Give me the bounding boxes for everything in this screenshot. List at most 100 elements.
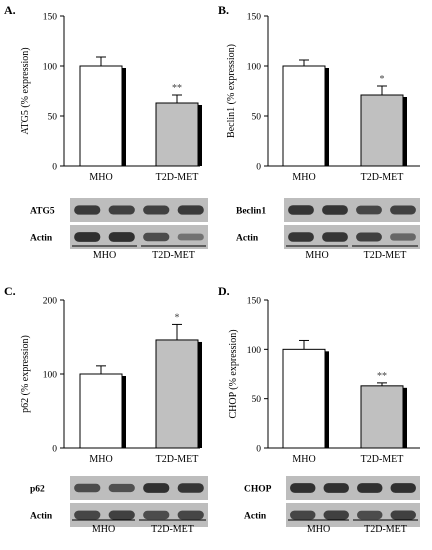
y-axis-title: CHOP (% expression) bbox=[228, 329, 239, 418]
blot-band bbox=[143, 205, 170, 215]
bar-shadow bbox=[403, 387, 407, 448]
significance-mark: ** bbox=[172, 83, 182, 94]
category-label: MHO bbox=[292, 454, 315, 465]
blot-band bbox=[290, 483, 316, 493]
bar-shadow bbox=[403, 97, 407, 166]
blot-group-label: T2D-MET bbox=[364, 250, 407, 261]
blot-band bbox=[74, 232, 101, 242]
blot-group-label: MHO bbox=[307, 524, 330, 535]
blot-band bbox=[108, 232, 135, 242]
panel-2: B. 0 50 100 150 Beclin1 (% expression) MHO * T2D… bbox=[218, 3, 420, 261]
blot-row-label: Actin bbox=[236, 234, 259, 244]
blot-band bbox=[74, 205, 101, 215]
bar bbox=[282, 348, 326, 449]
y-axis-title: ATG5 (% expression) bbox=[20, 47, 31, 134]
panel-3: C. 0 100 200 p62 (% expression) MHO * T2D-MET p6… bbox=[4, 284, 208, 535]
blot-band bbox=[177, 233, 204, 241]
blot-row-label: ATG5 bbox=[30, 207, 55, 217]
blot-band bbox=[74, 510, 101, 520]
bar bbox=[79, 373, 123, 449]
y-tick-label: 150 bbox=[247, 13, 262, 23]
blot-band bbox=[356, 232, 382, 242]
blot-band bbox=[288, 205, 314, 215]
y-tick-label: 100 bbox=[247, 346, 262, 356]
y-tick-label: 0 bbox=[52, 445, 57, 455]
blot-band bbox=[356, 205, 382, 215]
y-tick-label: 100 bbox=[247, 63, 262, 73]
y-axis-title: p62 (% expression) bbox=[20, 335, 31, 413]
blot-row-label: CHOP bbox=[244, 485, 272, 495]
bar-shadow bbox=[198, 341, 202, 448]
y-tick-label: 0 bbox=[256, 163, 261, 173]
category-label: T2D-MET bbox=[156, 172, 199, 183]
panel-letter: C. bbox=[4, 284, 16, 298]
bar bbox=[282, 65, 326, 167]
bar bbox=[79, 65, 123, 167]
panel-letter: A. bbox=[4, 3, 16, 17]
blot-group-label: MHO bbox=[305, 250, 328, 261]
bar bbox=[360, 385, 404, 449]
blot-row-label: Beclin1 bbox=[236, 207, 266, 217]
panel-letter: D. bbox=[218, 284, 230, 298]
blot-band bbox=[177, 205, 204, 215]
category-label: MHO bbox=[292, 172, 315, 183]
bar-shadow bbox=[122, 376, 126, 448]
blot-group-label: T2D-MET bbox=[364, 524, 407, 535]
blot-band bbox=[322, 232, 348, 242]
y-tick-label: 150 bbox=[43, 13, 58, 23]
blot-group-label: MHO bbox=[92, 524, 115, 535]
panel-4: D. 0 50 100 150 CHOP (% expression) MHO ** T2D-M… bbox=[218, 284, 420, 535]
y-tick-label: 200 bbox=[43, 297, 58, 307]
category-label: MHO bbox=[89, 172, 112, 183]
blot-group-label: MHO bbox=[93, 250, 116, 261]
blot-row-label: p62 bbox=[30, 485, 45, 495]
blot-band bbox=[357, 483, 383, 493]
blot-band bbox=[357, 510, 383, 520]
bar bbox=[155, 102, 199, 167]
blot-band bbox=[143, 510, 170, 520]
category-label: T2D-MET bbox=[156, 454, 199, 465]
category-label: T2D-MET bbox=[361, 172, 404, 183]
blot-row-label: Actin bbox=[30, 512, 53, 522]
blot-band bbox=[390, 510, 416, 520]
y-tick-label: 100 bbox=[43, 63, 58, 73]
blot-band bbox=[108, 510, 135, 520]
blot-band bbox=[323, 510, 349, 520]
blot-band bbox=[323, 483, 349, 493]
blot-band bbox=[390, 483, 416, 493]
bar bbox=[155, 339, 199, 449]
blot-band bbox=[390, 233, 416, 241]
blot-band bbox=[108, 483, 135, 493]
blot-row-label: Actin bbox=[244, 512, 267, 522]
blot-band bbox=[322, 205, 348, 215]
blot-band bbox=[390, 205, 416, 215]
blot-band bbox=[108, 205, 135, 215]
blot-band bbox=[177, 483, 204, 493]
bar bbox=[360, 94, 404, 167]
significance-mark: * bbox=[175, 312, 180, 323]
panel-1: A. 0 50 100 150 ATG5 (% expression) MHO ** T2D-M… bbox=[4, 3, 208, 261]
y-tick-label: 150 bbox=[247, 297, 262, 307]
blot-band bbox=[290, 510, 316, 520]
category-label: T2D-MET bbox=[361, 454, 404, 465]
y-tick-label: 0 bbox=[52, 163, 57, 173]
blot-band bbox=[143, 232, 170, 242]
blot-group-label: T2D-MET bbox=[152, 250, 195, 261]
significance-mark: ** bbox=[377, 371, 387, 382]
category-label: MHO bbox=[89, 454, 112, 465]
y-tick-label: 50 bbox=[252, 113, 262, 123]
bar-shadow bbox=[198, 105, 202, 166]
blot-band bbox=[288, 232, 314, 242]
significance-mark: * bbox=[380, 74, 385, 85]
y-tick-label: 50 bbox=[252, 395, 262, 405]
y-tick-label: 50 bbox=[48, 113, 58, 123]
bar-shadow bbox=[325, 351, 329, 448]
blot-band bbox=[177, 510, 204, 520]
y-tick-label: 0 bbox=[256, 445, 261, 455]
y-axis-title: Beclin1 (% expression) bbox=[226, 44, 237, 138]
blot-band bbox=[143, 483, 170, 493]
y-tick-label: 100 bbox=[43, 371, 58, 381]
blot-group-label: T2D-MET bbox=[151, 524, 194, 535]
blot-row-label: Actin bbox=[30, 234, 53, 244]
